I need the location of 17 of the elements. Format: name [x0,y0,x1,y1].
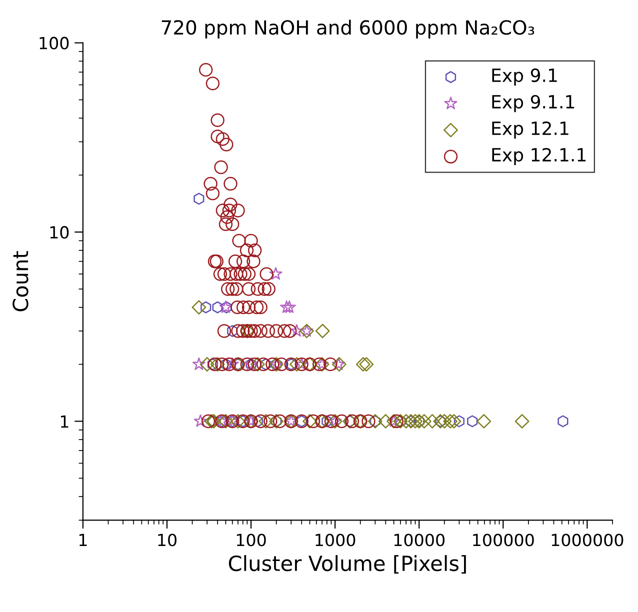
y-axis-title: Count [12,251,28,312]
x-axis-title: Cluster Volume [Pixels] [228,555,466,574]
y-tick-label: 10 [50,226,69,239]
x-tick-label: 100 [236,534,266,546]
x-tick-label: 1000000 [552,534,624,546]
legend-label: Exp 12.1.1 [492,148,586,166]
y-tick-label: 100 [40,36,69,50]
legend-label: Exp 9.1.1 [492,94,574,112]
x-tick-label: 1 [79,534,87,546]
chart-title: 720 ppm NaOH and 6000 ppm Na₂CO₃ [162,20,534,39]
legend-label: Exp 12.1 [492,121,568,139]
y-tick-label: 1 [60,415,68,428]
x-tick-label: 1000 [316,534,356,546]
x-tick-label: 10 [158,534,176,546]
x-tick-label: 100000 [473,534,534,546]
legend-label: Exp 9.1 [492,68,557,86]
x-tick-label: 10000 [394,534,445,546]
